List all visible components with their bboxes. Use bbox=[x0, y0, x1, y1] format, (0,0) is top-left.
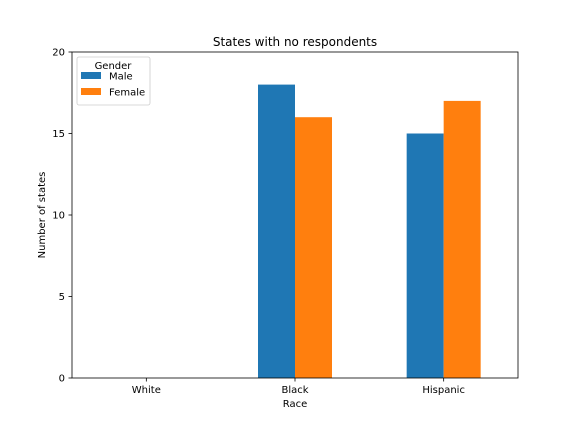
y-tick-label: 10 bbox=[52, 211, 65, 222]
x-tick-label-hispanic: Hispanic bbox=[422, 385, 465, 396]
y-axis-ticks: 0 5 10 15 20 bbox=[52, 48, 72, 385]
y-tick-label: 15 bbox=[52, 129, 65, 140]
y-tick-label: 5 bbox=[59, 292, 65, 303]
x-tick-label-black: Black bbox=[281, 385, 308, 396]
bar-male-hispanic bbox=[406, 133, 444, 378]
y-axis-label: Number of states bbox=[37, 172, 48, 259]
bars-layer bbox=[258, 84, 481, 379]
bar-female-hispanic bbox=[443, 100, 481, 379]
x-axis-label: Race bbox=[283, 399, 308, 410]
plot-frame bbox=[71, 51, 519, 379]
bar-male-black bbox=[258, 84, 295, 378]
legend-label-female: Female bbox=[109, 88, 145, 99]
legend-swatch-female bbox=[81, 88, 101, 95]
y-tick-label: 20 bbox=[52, 48, 65, 59]
y-tick-label: 0 bbox=[59, 374, 65, 385]
legend-label-male: Male bbox=[109, 72, 133, 83]
legend-title: Gender bbox=[95, 61, 133, 72]
x-tick-label-white: White bbox=[132, 385, 161, 396]
chart-title: States with no respondents bbox=[213, 35, 377, 49]
legend: Gender Male Female bbox=[76, 56, 151, 106]
legend-swatch-male bbox=[81, 72, 101, 79]
x-axis-ticks: White Black Hispanic bbox=[132, 378, 465, 396]
bar-female-black bbox=[295, 117, 332, 378]
